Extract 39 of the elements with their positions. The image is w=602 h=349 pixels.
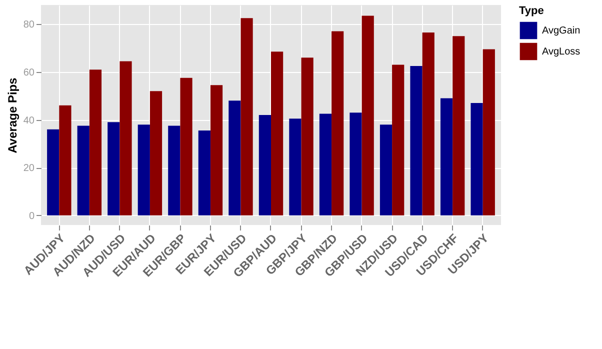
bar <box>77 126 90 216</box>
bar <box>198 130 210 216</box>
bar <box>470 103 483 216</box>
bar <box>210 85 223 216</box>
bar <box>452 36 465 216</box>
bar <box>271 52 284 216</box>
bar <box>59 105 72 216</box>
bar <box>240 18 253 216</box>
bar <box>392 64 404 216</box>
y-tick-label: 40 <box>23 115 35 126</box>
bar <box>440 98 453 216</box>
bar <box>362 16 374 216</box>
bar <box>108 122 120 216</box>
y-tick-label: 60 <box>23 67 35 78</box>
bar <box>138 124 150 216</box>
bar <box>410 66 422 216</box>
bar <box>422 32 434 216</box>
bar <box>482 49 495 216</box>
legend-label: AvgGain <box>542 26 580 36</box>
bar <box>319 114 332 216</box>
bar <box>180 78 192 216</box>
bar <box>332 31 344 216</box>
bar <box>120 61 132 216</box>
y-tick-label: 80 <box>23 20 35 31</box>
y-tick-label: 20 <box>23 163 35 174</box>
bar <box>228 100 241 216</box>
bar <box>47 129 60 216</box>
bar <box>301 58 314 216</box>
bar <box>380 124 392 216</box>
bar <box>168 126 180 216</box>
y-tick-label: 0 <box>28 210 35 222</box>
bar <box>89 70 102 216</box>
bar <box>350 112 362 216</box>
bar <box>258 115 271 216</box>
bar <box>289 118 302 216</box>
y-axis-title: Average Pips <box>5 77 20 154</box>
bar <box>150 91 162 216</box>
legend-title: Type <box>519 5 544 17</box>
legend-label: AvgLoss <box>542 46 580 58</box>
